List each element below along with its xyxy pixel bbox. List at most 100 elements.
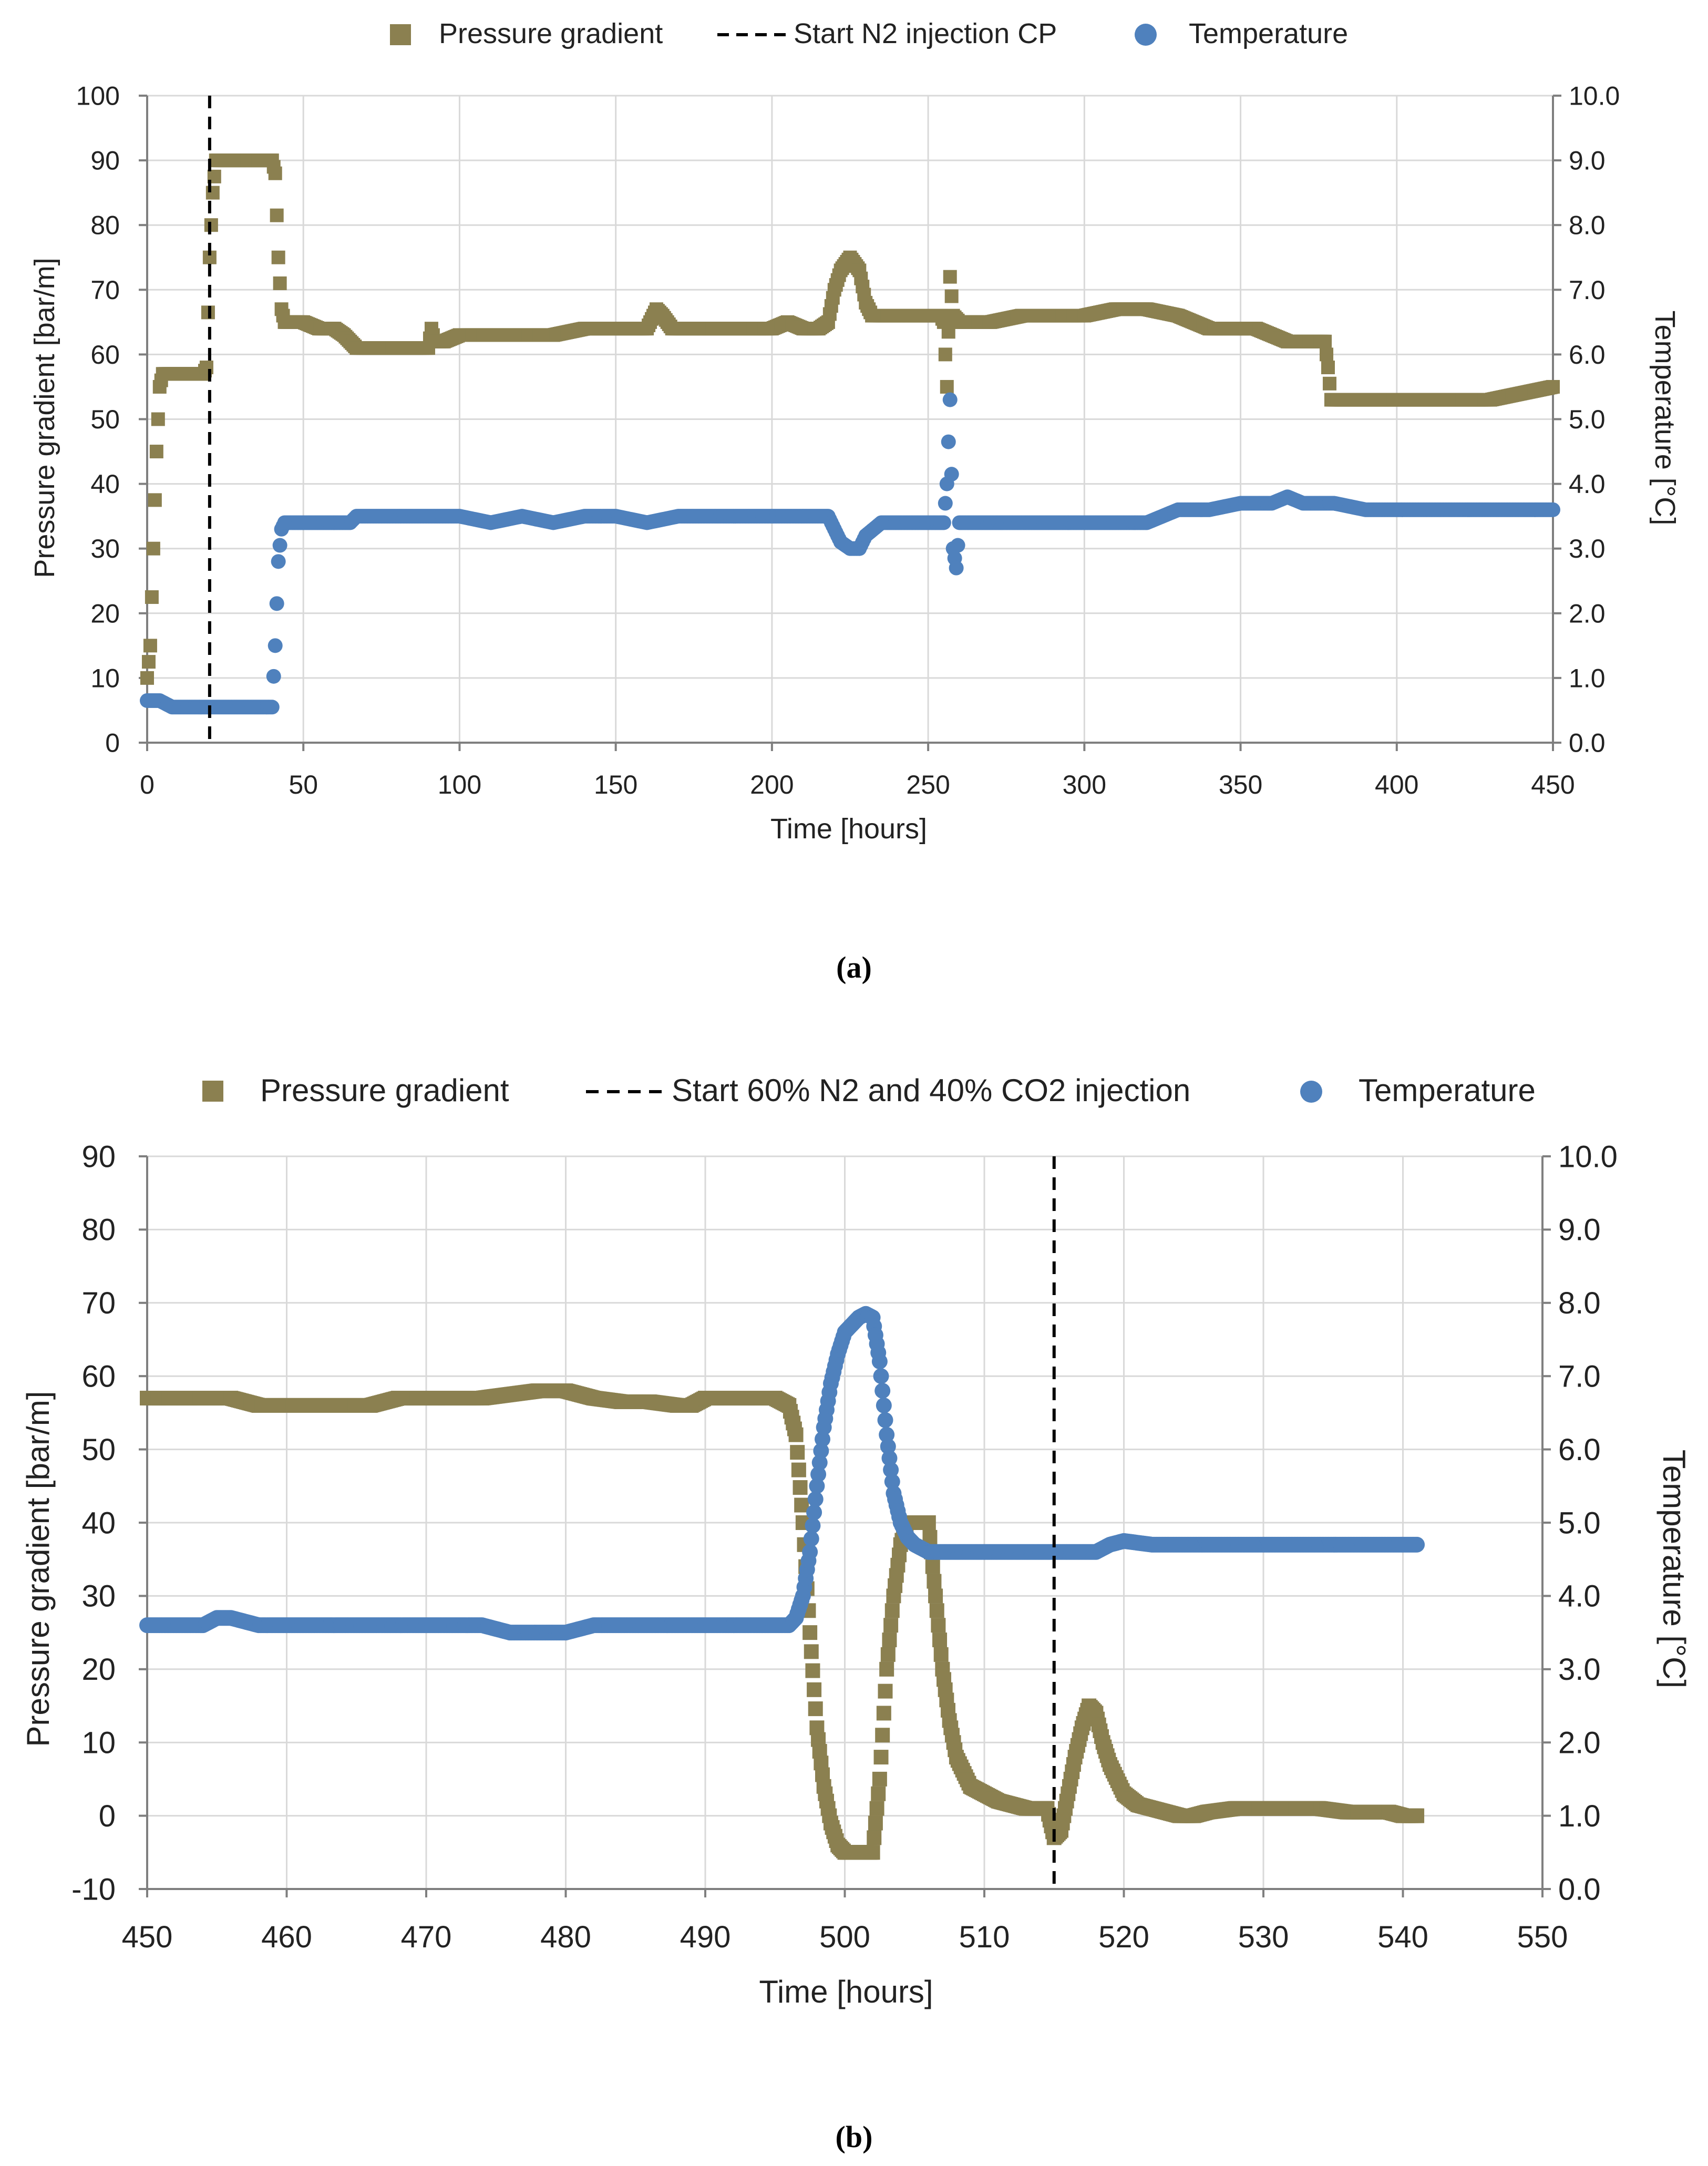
chart-b-left-tick-label: 90 (81, 1140, 116, 1174)
chart-a-right-tick-label: 10.0 (1569, 81, 1620, 111)
chart-a-left-tick-label: 30 (90, 534, 120, 563)
chart-a-legend-temperature-swatch (1135, 24, 1157, 46)
chart-b-temperature-point (883, 1462, 899, 1478)
chart-a-legend-pressure-swatch (390, 24, 411, 45)
chart-a-pressure-point (1546, 379, 1560, 394)
chart-b-pressure-point (872, 1771, 887, 1787)
chart-b-temperature-point (803, 1531, 819, 1547)
chart-b-right-tick-label: 0.0 (1558, 1872, 1601, 1906)
chart-a-temperature-point (267, 638, 283, 653)
chart-b-pressure-point (867, 1830, 882, 1845)
chart-b-pressure-point (790, 1445, 805, 1460)
chart-b-pressure-point (802, 1625, 818, 1640)
chart-b-temperature-point (874, 1383, 891, 1399)
chart-a-pressure-point (1321, 361, 1335, 375)
chart-b-pressure-point (876, 1706, 891, 1721)
chart-b-x-tick-label: 510 (959, 1920, 1010, 1954)
chart-a-pressure-point (268, 166, 282, 180)
chart-b-left-tick-label: -10 (71, 1872, 116, 1906)
chart-b-temperature-point (871, 1353, 888, 1370)
chart-a-temperature-point (272, 538, 287, 553)
chart-b-temperature-point (881, 1450, 898, 1466)
chart-a-pressure-point (143, 639, 157, 653)
chart-b-axes (139, 1155, 1551, 1897)
chart-b-right-tick-label: 3.0 (1558, 1652, 1601, 1687)
chart-b-right-tick-label: 8.0 (1558, 1286, 1601, 1320)
chart-b-left-tick-label: 50 (81, 1433, 116, 1467)
chart-b-pressure-point (932, 1633, 948, 1648)
chart-b-temperature-point (811, 1454, 828, 1471)
chart-a-axes (139, 95, 1561, 751)
chart-a-left-tick-label: 60 (90, 340, 120, 369)
chart-b-left-tick-label: 30 (81, 1579, 116, 1614)
chart-b-pressure-point (788, 1427, 804, 1442)
chart-a-x-tick-label: 400 (1375, 770, 1418, 799)
chart-b-right-tick-label: 7.0 (1558, 1360, 1601, 1394)
chart-a-pressure-point (148, 493, 162, 507)
chart-b-pressure-point (880, 1647, 896, 1662)
chart-b-legend-temperature-label: Temperature (1359, 1073, 1536, 1108)
chart-a-pressure-point (140, 671, 154, 685)
chart-b-temperature-point (877, 1412, 893, 1428)
chart-b-right-tick-label: 4.0 (1558, 1579, 1601, 1614)
chart-b-legend-marker-label: Start 60% N2 and 40% CO2 injection (672, 1073, 1190, 1108)
chart-a-left-tick-label: 70 (90, 275, 120, 305)
chart-a-pressure-point (938, 347, 952, 362)
chart-a-right-tick-label: 9.0 (1569, 146, 1606, 176)
chart-b-pressure-point (921, 1515, 936, 1530)
chart-b-x-tick-label: 480 (540, 1920, 591, 1954)
chart-a-left-tick-label: 50 (90, 405, 120, 434)
chart-a-temperature-point (938, 496, 953, 511)
chart-a-pressure-point (1318, 334, 1332, 348)
chart-b-x-tick-label: 500 (819, 1920, 870, 1954)
chart-a-right-tick-label: 0.0 (1569, 728, 1606, 758)
chart-b-pressure-point (791, 1462, 806, 1477)
chart-a-temperature-point (942, 392, 958, 407)
chart-b-left-tick-label: 70 (81, 1286, 116, 1320)
chart-a-pressure-point (944, 289, 959, 303)
chart-a-right-tick-label: 8.0 (1569, 211, 1606, 240)
chart-b-left-tick-label: 80 (81, 1213, 116, 1247)
chart-b-x-tick-labels: 450 460 470 480 490 500 510 520 530 540 550 (122, 1920, 1568, 1954)
chart-b-right-tick-label: 1.0 (1558, 1799, 1601, 1833)
chart-b-legend-pressure-swatch (202, 1081, 223, 1102)
chart-a-left-tick-label: 100 (76, 81, 120, 111)
chart-a-temperature-point (950, 538, 965, 553)
chart-a-right-tick-label: 1.0 (1569, 663, 1606, 693)
chart-b-pressure-point (931, 1618, 946, 1633)
chart-a-right-tick-labels: 0.0 1.0 2.0 3.0 4.0 5.0 6.0 7.0 8.0 9.0 10.0 (1569, 81, 1620, 758)
chart-a-left-tick-label: 40 (90, 469, 120, 499)
chart-a-right-tick-label: 2.0 (1569, 599, 1606, 628)
chart-b-pressure-point (807, 1682, 822, 1697)
chart-a-x-tick-labels: 0 50 100 150 200 250 300 350 400 450 (140, 770, 1575, 799)
chart-b-temperature-point (815, 1431, 831, 1448)
chart-b-temperature-point (807, 1491, 824, 1507)
chart-b-left-tick-label: 10 (81, 1726, 116, 1760)
chart-a: Pressure gradient Start N2 injection CP … (29, 18, 1681, 984)
chart-a-right-tick-label: 6.0 (1569, 340, 1606, 369)
chart-b-pressure-point (883, 1618, 899, 1633)
chart-a-legend-marker-label: Start N2 injection CP (794, 18, 1057, 49)
chart-b-temperature-point (806, 1504, 822, 1521)
chart-a-left-tick-label: 20 (90, 599, 120, 628)
chart-a-temperature-point (1546, 502, 1560, 517)
chart-b-pressure-point (933, 1647, 949, 1662)
chart-a-right-tick-label: 7.0 (1569, 275, 1606, 305)
chart-b-pressure-point (804, 1644, 819, 1659)
chart-b-pressure-point (794, 1497, 809, 1513)
chart-b-left-tick-label: 0 (99, 1799, 116, 1833)
chart-b-right-tick-label: 5.0 (1558, 1506, 1601, 1540)
chart-b-x-tick-label: 550 (1517, 1920, 1568, 1954)
chart-b-pressure-point (865, 1845, 880, 1860)
chart-b: Pressure gradient Start 60% N2 and 40% C… (20, 1073, 1692, 2154)
chart-b-temperature-point (876, 1397, 892, 1413)
chart-b-pressure-point (873, 1750, 889, 1765)
chart-a-pressure-point (199, 361, 213, 375)
chart-a-temperature-series (140, 392, 1560, 715)
chart-b-left-tick-labels: -10 0 10 20 30 40 50 60 70 80 90 (71, 1140, 116, 1906)
chart-a-pressure-point (940, 379, 954, 394)
chart-b-x-axis-title: Time [hours] (759, 1974, 933, 2009)
chart-b-pressure-point (808, 1701, 823, 1717)
chart-b-y2-axis-title: Temperature [°C] (1656, 1450, 1692, 1688)
